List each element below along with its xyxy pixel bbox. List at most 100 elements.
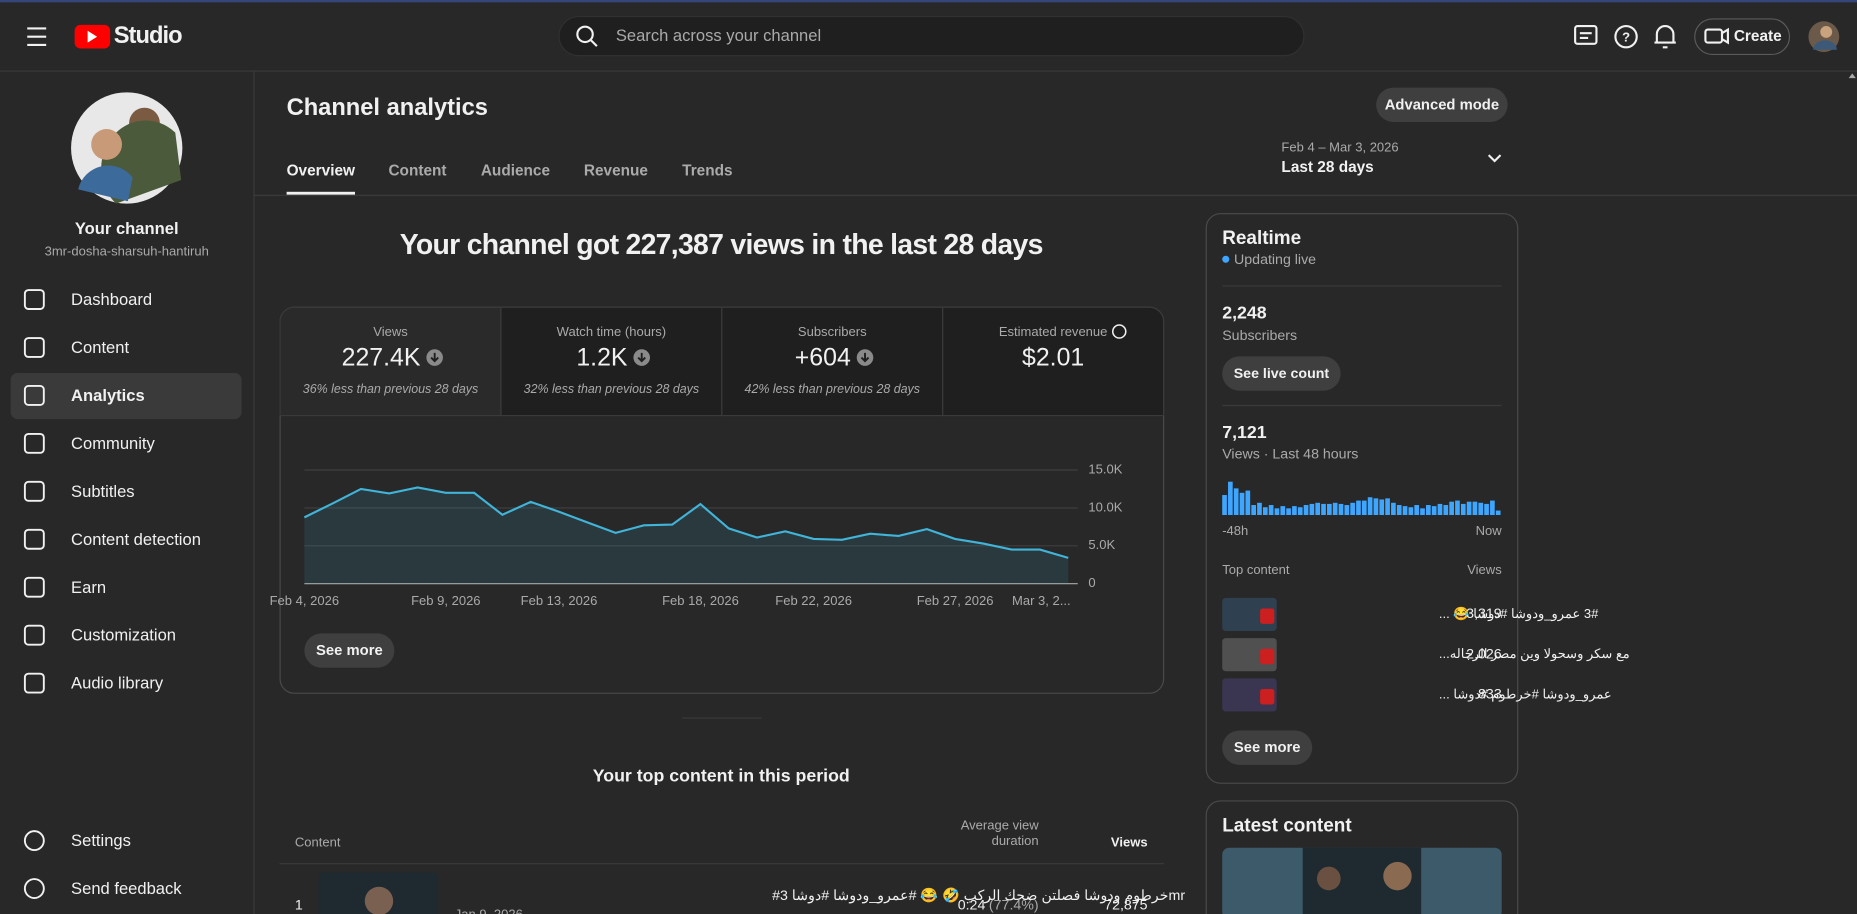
- bar: [1239, 492, 1245, 516]
- nav-icon[interactable]: [23, 528, 45, 550]
- bar: [1455, 500, 1460, 516]
- bar: [1286, 508, 1291, 516]
- bar: [1321, 503, 1326, 516]
- bar: [1484, 503, 1489, 516]
- nav-icon[interactable]: [23, 385, 45, 406]
- nav-item[interactable]: Content detection: [71, 530, 201, 549]
- x-tick-label: Now: [1476, 523, 1503, 538]
- line: [303, 486, 1069, 559]
- logo[interactable]: Studio: [74, 23, 183, 49]
- latest-thumbnail[interactable]: [1222, 847, 1502, 914]
- logo-text: Studio: [114, 23, 182, 49]
- metric-tiles: Views 227.4K 36% less than previous 28 day…: [279, 306, 1165, 417]
- y-tick-label: 5.0K: [1088, 537, 1115, 552]
- subscriber-count: 2,248: [1222, 302, 1267, 322]
- realtime-chart: -48h Now: [1222, 481, 1503, 538]
- bar: [1420, 508, 1425, 516]
- bar: [1327, 503, 1332, 516]
- metric-tile[interactable]: [279, 306, 502, 417]
- row-duration-percent: (77.4%): [989, 897, 1039, 913]
- see-more-label: See more: [1234, 740, 1301, 756]
- bar: [1315, 502, 1321, 516]
- column-header: Average view duration: [961, 818, 1040, 848]
- tab[interactable]: Audience: [481, 163, 551, 180]
- nav-item[interactable]: Send feedback: [71, 879, 182, 898]
- nav-icon[interactable]: [23, 672, 45, 694]
- nav-icon[interactable]: [23, 624, 45, 646]
- metric-note: 36% less than previous 28 days: [303, 382, 478, 396]
- table-rows: 1 mrخرطوم ودوشا فصلتن ضحك الركب 🤣 😂 #عمرو…: [295, 872, 1185, 914]
- trend-arrow: [637, 352, 646, 363]
- bar: [1402, 506, 1408, 516]
- y-tick-label: 10.0K: [1088, 499, 1122, 514]
- bar: [1233, 488, 1239, 516]
- nav-item[interactable]: Analytics: [71, 386, 145, 405]
- feedback-icon[interactable]: [1574, 24, 1598, 45]
- nav-item[interactable]: Earn: [71, 578, 106, 597]
- x-tick-label: Feb 9, 2026: [411, 593, 480, 608]
- menu-button[interactable]: [27, 27, 47, 47]
- account-avatar[interactable]: [1808, 21, 1840, 53]
- nav-icon[interactable]: [23, 289, 45, 310]
- live-dot: [1222, 255, 1230, 263]
- bar: [1460, 503, 1466, 516]
- metric-tile[interactable]: [942, 306, 1165, 417]
- metric-label: Estimated revenue: [999, 324, 1108, 339]
- realtime-status: Updating live: [1234, 252, 1316, 268]
- x-tick-label: -48h: [1222, 523, 1248, 538]
- realtime-see-more-button[interactable]: See more: [1222, 730, 1313, 765]
- bar: [1268, 505, 1274, 516]
- bar: [1356, 500, 1361, 516]
- nav-item[interactable]: Dashboard: [71, 290, 152, 309]
- item-title[interactable]: 3# عمرو_ودوشا #دوشا 😂 ...: [1439, 606, 1599, 622]
- item-title[interactable]: عمرو_ودوشا #خرطوم #دوشا ...: [1439, 686, 1612, 702]
- bar: [1262, 507, 1268, 516]
- nav-icon[interactable]: [23, 480, 45, 502]
- top-content-label: Top content: [1222, 562, 1290, 577]
- tab[interactable]: Revenue: [584, 163, 649, 180]
- nav-item[interactable]: Audio library: [71, 674, 164, 693]
- nav-icon[interactable]: [23, 432, 45, 454]
- live-count-button[interactable]: See live count: [1222, 356, 1341, 391]
- tab[interactable]: Content: [388, 163, 446, 180]
- create-label: Create: [1734, 28, 1782, 45]
- search-box[interactable]: Search across your channel: [558, 15, 1305, 57]
- bar: [1332, 502, 1338, 516]
- advanced-mode-button[interactable]: Advanced mode: [1376, 87, 1508, 122]
- help-icon[interactable]: ?: [1614, 24, 1638, 49]
- bar: [1222, 495, 1227, 516]
- bar: [1443, 505, 1449, 516]
- scrollbar-arrow[interactable]: [1848, 73, 1856, 79]
- page-title: Channel analytics: [287, 95, 488, 121]
- tab[interactable]: Trends: [682, 163, 732, 180]
- nav-icon[interactable]: [23, 337, 45, 358]
- x-tick-label: Mar 3, 2...: [1012, 593, 1071, 608]
- bar: [1350, 502, 1355, 516]
- date-picker[interactable]: Feb 4 – Mar 3, 2026 Last 28 days: [1281, 139, 1502, 176]
- bar: [1344, 505, 1350, 516]
- see-more-button[interactable]: See more: [304, 633, 395, 668]
- channel-avatar[interactable]: [71, 92, 183, 204]
- bar: [1228, 481, 1233, 516]
- notifications-icon[interactable]: [1654, 25, 1676, 49]
- create-button[interactable]: Create: [1694, 18, 1791, 56]
- row-title[interactable]: mrخرطوم ودوشا فصلتن ضحك الركب 🤣 😂 #عمرو_…: [772, 887, 1185, 904]
- nav-item[interactable]: Settings: [71, 831, 131, 850]
- bar: [1437, 503, 1443, 516]
- row-rank: 1: [295, 897, 303, 913]
- nav-icon[interactable]: [23, 576, 45, 598]
- column-header: Content: [295, 834, 341, 849]
- bar: [1338, 503, 1344, 516]
- nav-item[interactable]: Subtitles: [71, 482, 135, 501]
- nav-item[interactable]: Customization: [71, 626, 176, 645]
- nav-item[interactable]: Community: [71, 434, 155, 453]
- nav-item[interactable]: Content: [71, 338, 129, 357]
- channel-handle: 3mr-dosha-sharsuh-hantiruh: [45, 244, 209, 259]
- trend-arrow: [430, 352, 439, 363]
- nav-icon[interactable]: [23, 830, 45, 852]
- item-title[interactable]: مع سكر وسحولا وين مصر الرجاله...: [1439, 646, 1630, 662]
- tab[interactable]: Overview: [287, 163, 355, 180]
- nav-icon[interactable]: [23, 878, 45, 899]
- row-views: 72,875: [1104, 897, 1148, 913]
